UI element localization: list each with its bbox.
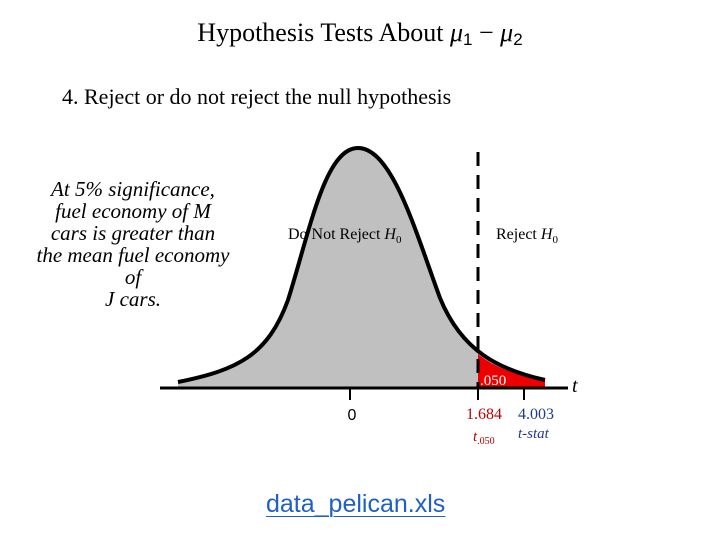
alpha-label: .050 [480,373,506,389]
curve-area [178,148,545,388]
do-not-reject-label: Do Not Reject H0 [288,226,401,246]
reject-label: Reject H0 [496,226,558,246]
mu-subscript-2: 2 [513,30,523,49]
stat-caption-text: t-stat [518,426,550,442]
critical-caption: t.050 [473,429,495,447]
critical-caption-t: t [473,429,478,445]
axis-var-label: t [572,375,578,397]
critical-caption-sub: .050 [477,436,495,447]
h-subscript: 0 [552,234,558,247]
h-symbol: H [384,226,396,243]
h-subscript: 0 [395,234,402,247]
conclusion-line: the mean fuel economy [36,243,230,267]
mu-subscript-1: 1 [463,30,473,49]
title-text: Hypothesis Tests About [197,18,450,47]
zero-label: 0 [348,407,357,424]
conclusion-line: J cars. [105,287,161,311]
critical-value-label: 1.684 [466,406,502,423]
stat-caption: t-stat [518,426,550,442]
step-heading: 4. Reject or do not reject the null hypo… [62,84,452,109]
data-file-link[interactable]: data_pelican.xls [266,490,446,518]
conclusion-line: fuel economy of M [55,199,211,223]
conclusion-line: At 5% significance, [51,177,215,201]
reject-text: Reject [496,226,541,243]
test-stat-label: 4.003 [518,406,554,423]
conclusion-line: of [124,265,142,289]
h-symbol: H [540,226,553,243]
do-not-reject-text: Do Not Reject [288,226,385,243]
minus-sign: − [472,18,501,47]
mu-symbol: μ [449,18,464,47]
rejection-region [478,354,545,388]
conclusion-line: cars is greater than [50,221,216,245]
curve-outline [177,145,546,384]
slide-title: Hypothesis Tests About μ1 − μ2 [0,18,720,50]
conclusion-text: At 5% significance, fuel economy of M ca… [14,178,252,310]
mu-symbol-2: μ [500,18,514,47]
